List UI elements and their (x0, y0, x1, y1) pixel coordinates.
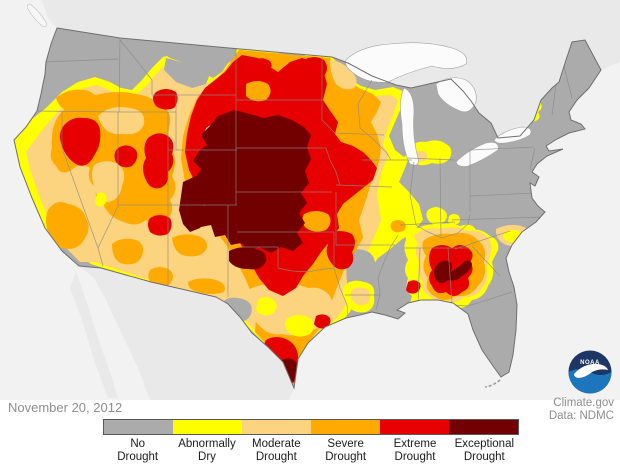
pocket-yellow-texas-2 (285, 315, 314, 337)
us-drought-map-svg: NOAA (0, 0, 620, 400)
pocket-yellow-s-nevada (95, 192, 107, 207)
noaa-logo-text: NOAA (580, 360, 600, 366)
canada-landmass (0, 0, 620, 138)
pocket-tan-nw-minnesota (330, 60, 357, 90)
pocket-tan-ne-nevada (98, 107, 145, 135)
legend-swatch-severe-drought (311, 420, 380, 434)
patch-yellow-indiana (426, 207, 447, 225)
layer-extreme-nw-minnesota (302, 57, 327, 78)
drought-map: NOAA (0, 0, 620, 400)
footer-strip: November 20, 2012 Climate.gov Data: NDMC… (0, 397, 620, 464)
layer-severe-arizona (112, 238, 144, 265)
layer-exceptional-center-main (193, 110, 311, 253)
lake-huron (435, 77, 477, 113)
lake-erie (455, 142, 499, 167)
pocket-orange-south-dakota (246, 81, 271, 102)
legend-label-severe-drought: Severe Drought (325, 438, 367, 463)
layer-severe-border-strip (188, 278, 225, 294)
pocket-yellow-texas-1 (256, 297, 277, 316)
patch-exceptional-georgia-squiggle (434, 260, 472, 283)
layer-extreme-west-utah (114, 145, 138, 168)
legend-swatch-extreme-drought (380, 420, 449, 434)
attribution-data: Data: NDMC (548, 410, 614, 422)
legend-label-extreme-drought: Extreme Drought (393, 438, 437, 463)
attribution: Climate.gov Data: NDMC (549, 397, 614, 423)
great-lakes (345, 42, 532, 167)
layer-extreme-se-idaho (153, 89, 178, 110)
gray-island-montana-blob (164, 58, 210, 88)
layer-exceptional-west-wing (179, 176, 210, 232)
legend-label-no-drought: No Drought (117, 438, 159, 463)
map-date-label: November 20, 2012 (8, 400, 123, 415)
legend-swatch-abnormally-dry (173, 420, 242, 434)
drought-legend-labels: No Drought Abnormally Dry Moderate Droug… (103, 438, 519, 463)
lake-superior (345, 42, 467, 83)
layer-extreme-texas-coast-dot (314, 314, 331, 329)
state-borders (35, 37, 573, 316)
layer-extreme-s-utah (148, 215, 172, 236)
layer-extreme-nevada (60, 117, 101, 166)
mexico-landmass (79, 266, 294, 400)
lake-ontario (493, 126, 532, 144)
noaa-seagull-icon (574, 363, 608, 378)
patch-red-alabama-dot (406, 280, 421, 294)
layer-extreme-central-utah (143, 133, 174, 189)
patch-tan-nw-louisiana (350, 287, 370, 306)
patch-yellow-ohio-dot (448, 214, 461, 225)
vancouver-island (27, 3, 47, 27)
legend-label-moderate-drought: Moderate Drought (252, 438, 301, 463)
legend-label-abnormally-dry: Abnormally Dry (178, 438, 236, 463)
baja-california (70, 272, 118, 398)
legend-label-exceptional-drought: Exceptional Drought (454, 438, 515, 463)
pocket-orange-kansas (302, 211, 331, 232)
layer-severe-new-mexico (172, 234, 207, 257)
layer-severe-kentucky-dot (390, 220, 406, 233)
layer-severe-arizona-south (148, 267, 173, 287)
us-outline (13, 27, 602, 390)
legend-swatch-exceptional-drought (449, 420, 518, 434)
legend-swatch-no-drought (104, 420, 173, 434)
florida-keys (484, 379, 501, 388)
noaa-logo: NOAA (568, 350, 612, 394)
pocket-tan-s-nevada (92, 161, 125, 202)
layer-exceptional-ok-panhandle (229, 247, 267, 270)
lake-michigan (400, 87, 419, 166)
layer-extreme-montana-dot (252, 58, 272, 74)
legend-swatch-moderate-drought (242, 420, 311, 434)
gray-island-north-montana (158, 49, 236, 73)
attribution-source: Climate.gov (553, 397, 614, 409)
layer-severe-mojave (46, 202, 89, 249)
drought-legend-bar (103, 419, 519, 435)
